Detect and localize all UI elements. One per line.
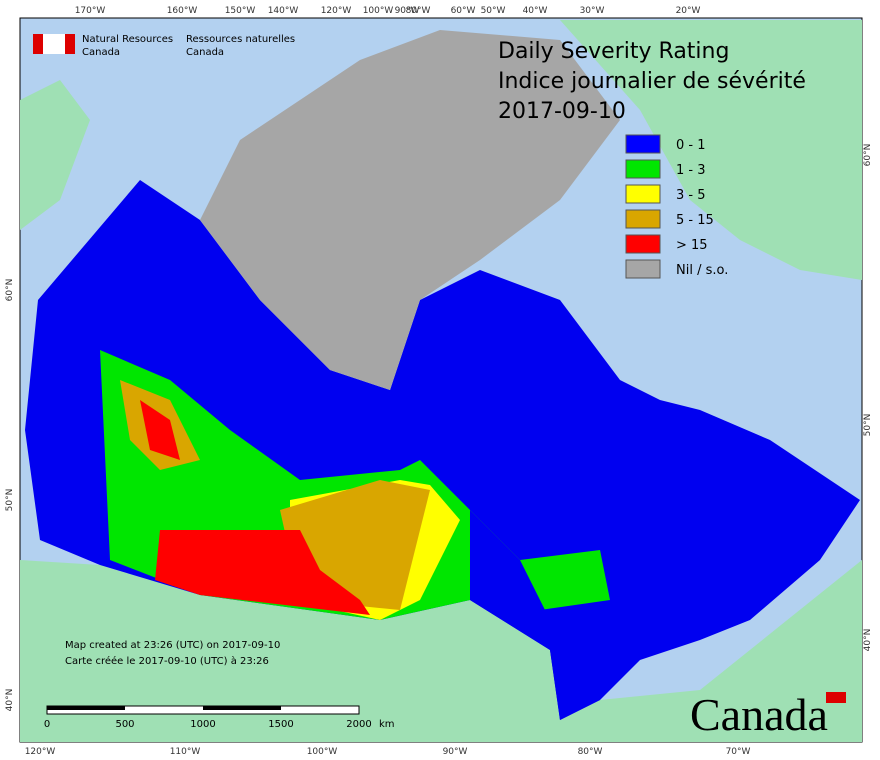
- graticule-label: 100°W: [307, 747, 338, 757]
- graticule-label: 50°N: [5, 489, 15, 512]
- wordmark-flag: [826, 692, 846, 703]
- graticule-label: 90°W: [395, 6, 420, 16]
- org-fr: Canada: [186, 47, 224, 58]
- legend-label: 5 - 15: [676, 213, 714, 228]
- graticule-label: 170°W: [75, 6, 106, 16]
- legend-label: 3 - 5: [676, 188, 706, 203]
- scale-label: 1500: [268, 719, 293, 730]
- scale-label: 0: [44, 719, 50, 730]
- overlay: Natural Resources Canada Ressources natu…: [5, 6, 873, 757]
- scale-unit: km: [379, 719, 395, 730]
- graticule-label: 20°W: [676, 6, 701, 16]
- east-low: [470, 510, 600, 720]
- legend-swatch: [625, 134, 661, 154]
- greenland: [560, 20, 862, 280]
- legend-label: 0 - 1: [676, 138, 706, 153]
- graticule-label: 90°W: [443, 747, 468, 757]
- flag-center: [43, 34, 65, 54]
- graticule-label: 60°N: [863, 144, 873, 167]
- graticule-label: 150°W: [225, 6, 256, 16]
- graticule-label: 60°N: [5, 279, 15, 302]
- usa: [20, 560, 862, 742]
- graticule-label: 120°W: [321, 6, 352, 16]
- arctic-nil: [200, 30, 620, 390]
- scale-label: 2000: [346, 719, 371, 730]
- graticule-label: 80°W: [406, 6, 431, 16]
- graticule-label: 40°W: [523, 6, 548, 16]
- graticule-label: 140°W: [268, 6, 299, 16]
- high: [120, 380, 430, 610]
- graticule-label: 80°W: [578, 747, 603, 757]
- credit: Map created at 23:26 (UTC) on 2017-09-10: [65, 640, 280, 651]
- credit: Carte créée le 2017-09-10 (UTC) à 23:26: [65, 655, 269, 667]
- title-date: 2017-09-10: [498, 99, 626, 124]
- legend-swatch: [625, 259, 661, 279]
- graticule-label: 160°W: [167, 6, 198, 16]
- legend-label: > 15: [676, 238, 708, 253]
- title: Daily Severity Rating: [498, 39, 729, 64]
- graticule-label: 40°N: [5, 689, 15, 712]
- graticule-label: 120°W: [25, 747, 56, 757]
- scale-label: 500: [115, 719, 134, 730]
- legend-swatch: [625, 209, 661, 229]
- graticule-label: 30°W: [580, 6, 605, 16]
- graticule-label: 50°N: [863, 414, 873, 437]
- legend-label: Nil / s.o.: [676, 263, 728, 278]
- org-en: Natural Resources: [82, 34, 173, 45]
- graticule-label: 40°N: [863, 629, 873, 652]
- org-fr: Ressources naturelles: [186, 34, 295, 45]
- graticule-label: 60°W: [451, 6, 476, 16]
- legend-swatch: [625, 184, 661, 204]
- extreme: [140, 400, 370, 615]
- org-en: Canada: [82, 47, 120, 58]
- graticule-label: 110°W: [170, 747, 201, 757]
- scale-segment: [47, 706, 125, 710]
- legend-swatch: [625, 159, 661, 179]
- graticule-label: 50°W: [481, 6, 506, 16]
- graticule-label: 70°W: [726, 747, 751, 757]
- legend-swatch: [625, 234, 661, 254]
- russia: [20, 80, 90, 230]
- scale-segment: [203, 706, 281, 710]
- graticule-label: 100°W: [363, 6, 394, 16]
- land: [20, 20, 862, 742]
- scale-label: 1000: [190, 719, 215, 730]
- wordmark: Canada: [690, 689, 828, 740]
- title: Indice journalier de sévérité: [498, 69, 806, 94]
- legend-label: 1 - 3: [676, 163, 706, 178]
